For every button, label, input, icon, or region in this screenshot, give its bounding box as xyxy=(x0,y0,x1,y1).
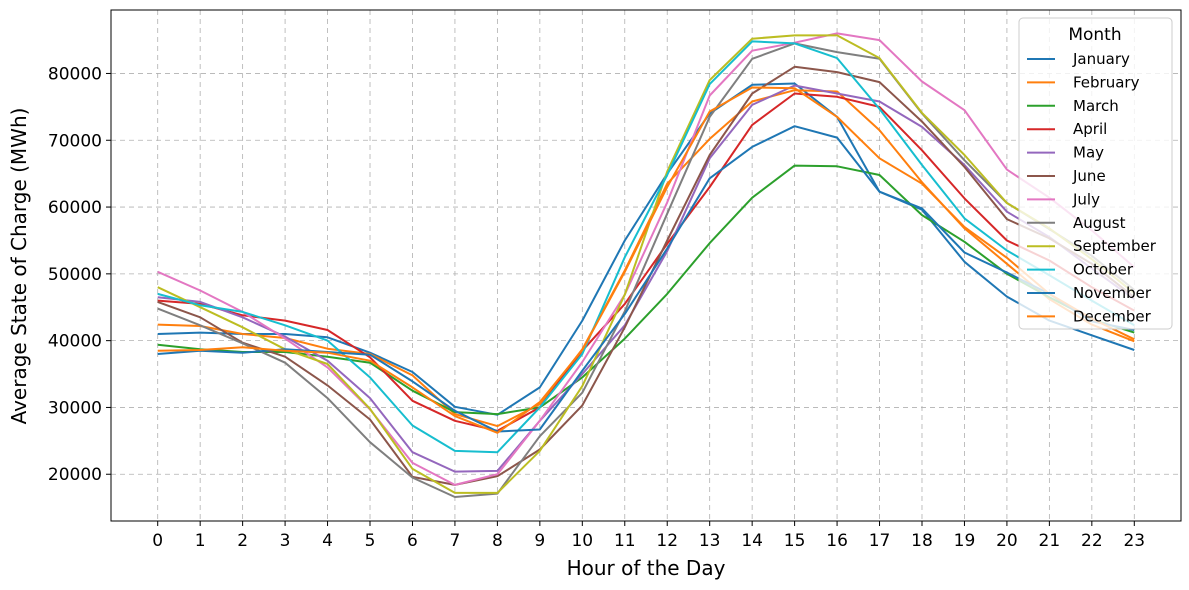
x-tick-label: 17 xyxy=(869,531,891,551)
legend-item-january: January xyxy=(1027,50,1130,68)
legend-label: March xyxy=(1073,97,1119,115)
legend: Month January February March April May June Ju… xyxy=(1018,17,1173,330)
x-tick-label: 10 xyxy=(571,531,593,551)
series-lines xyxy=(157,32,1135,498)
y-tick-label: 50000 xyxy=(48,265,102,285)
series-line-may xyxy=(157,84,1135,473)
legend-label: February xyxy=(1073,73,1140,91)
legend-item-april: April xyxy=(1027,120,1107,138)
legend-label: November xyxy=(1073,284,1152,302)
x-tick-label: 1 xyxy=(195,531,206,551)
y-tick-label: 30000 xyxy=(48,398,102,418)
series-line-august xyxy=(157,42,1135,498)
x-tick-label: 11 xyxy=(614,531,636,551)
legend-frame xyxy=(1018,17,1173,330)
y-tick-label: 70000 xyxy=(48,131,102,151)
legend-item-october: October xyxy=(1027,261,1134,279)
x-tick-label: 19 xyxy=(954,531,976,551)
x-tick-label: 14 xyxy=(741,531,763,551)
series-line-december xyxy=(157,86,1135,434)
y-tick-label: 40000 xyxy=(48,332,102,352)
legend-label: January xyxy=(1072,50,1130,68)
x-tick-label: 23 xyxy=(1123,531,1145,551)
legend-label: May xyxy=(1073,144,1104,162)
series-line-september xyxy=(157,34,1135,494)
x-tick-label: 6 xyxy=(407,531,418,551)
series-line-october xyxy=(157,40,1135,454)
legend-item-march: March xyxy=(1027,97,1119,115)
x-tick-label: 22 xyxy=(1081,531,1103,551)
x-axis-label: Hour of the Day xyxy=(567,556,726,580)
x-tick-label: 12 xyxy=(656,531,678,551)
legend-label: September xyxy=(1073,237,1157,255)
x-tick-label: 16 xyxy=(826,531,848,551)
x-tick-label: 20 xyxy=(996,531,1018,551)
legend-title: Month xyxy=(1068,25,1121,45)
legend-item-february: February xyxy=(1027,73,1140,91)
legend-label: August xyxy=(1073,214,1126,232)
x-tick-label: 2 xyxy=(237,531,248,551)
legend-label: June xyxy=(1072,167,1106,185)
legend-item-december: December xyxy=(1027,307,1152,325)
series-line-april xyxy=(157,92,1135,432)
y-axis-ticks: 20000 30000 40000 50000 60000 70000 80000 xyxy=(48,64,111,485)
y-tick-label: 20000 xyxy=(48,465,102,485)
legend-label: December xyxy=(1073,307,1152,325)
y-axis-label: Average State of Charge (MWh) xyxy=(7,108,31,425)
y-tick-label: 60000 xyxy=(48,198,102,218)
x-tick-label: 3 xyxy=(280,531,291,551)
legend-item-september: September xyxy=(1027,237,1157,255)
y-tick-label: 80000 xyxy=(48,64,102,84)
x-tick-label: 13 xyxy=(699,531,721,551)
x-tick-label: 15 xyxy=(784,531,806,551)
x-tick-label: 8 xyxy=(492,531,503,551)
legend-label: October xyxy=(1073,261,1134,279)
x-axis-ticks: 0 1 2 3 4 5 6 7 8 9 10 11 12 13 14 15 16 17 18 19 20 21 22 23 xyxy=(152,521,1145,551)
plot-frame xyxy=(110,9,1182,522)
legend-items: January February March April May June July Augu… xyxy=(1027,50,1157,325)
x-tick-label: 21 xyxy=(1039,531,1061,551)
legend-label: April xyxy=(1073,120,1107,138)
series-line-june xyxy=(157,65,1135,486)
legend-item-november: November xyxy=(1027,284,1152,302)
x-tick-label: 7 xyxy=(450,531,461,551)
legend-item-july: July xyxy=(1027,190,1100,208)
x-tick-label: 5 xyxy=(365,531,376,551)
x-tick-label: 18 xyxy=(911,531,933,551)
legend-item-august: August xyxy=(1027,214,1126,232)
legend-label: July xyxy=(1072,190,1100,208)
x-tick-label: 9 xyxy=(534,531,545,551)
x-tick-label: 0 xyxy=(152,531,163,551)
legend-item-june: June xyxy=(1027,167,1106,185)
x-tick-label: 4 xyxy=(322,531,333,551)
series-line-february xyxy=(157,89,1135,428)
series-line-january xyxy=(157,82,1135,416)
legend-item-may: May xyxy=(1027,144,1104,162)
